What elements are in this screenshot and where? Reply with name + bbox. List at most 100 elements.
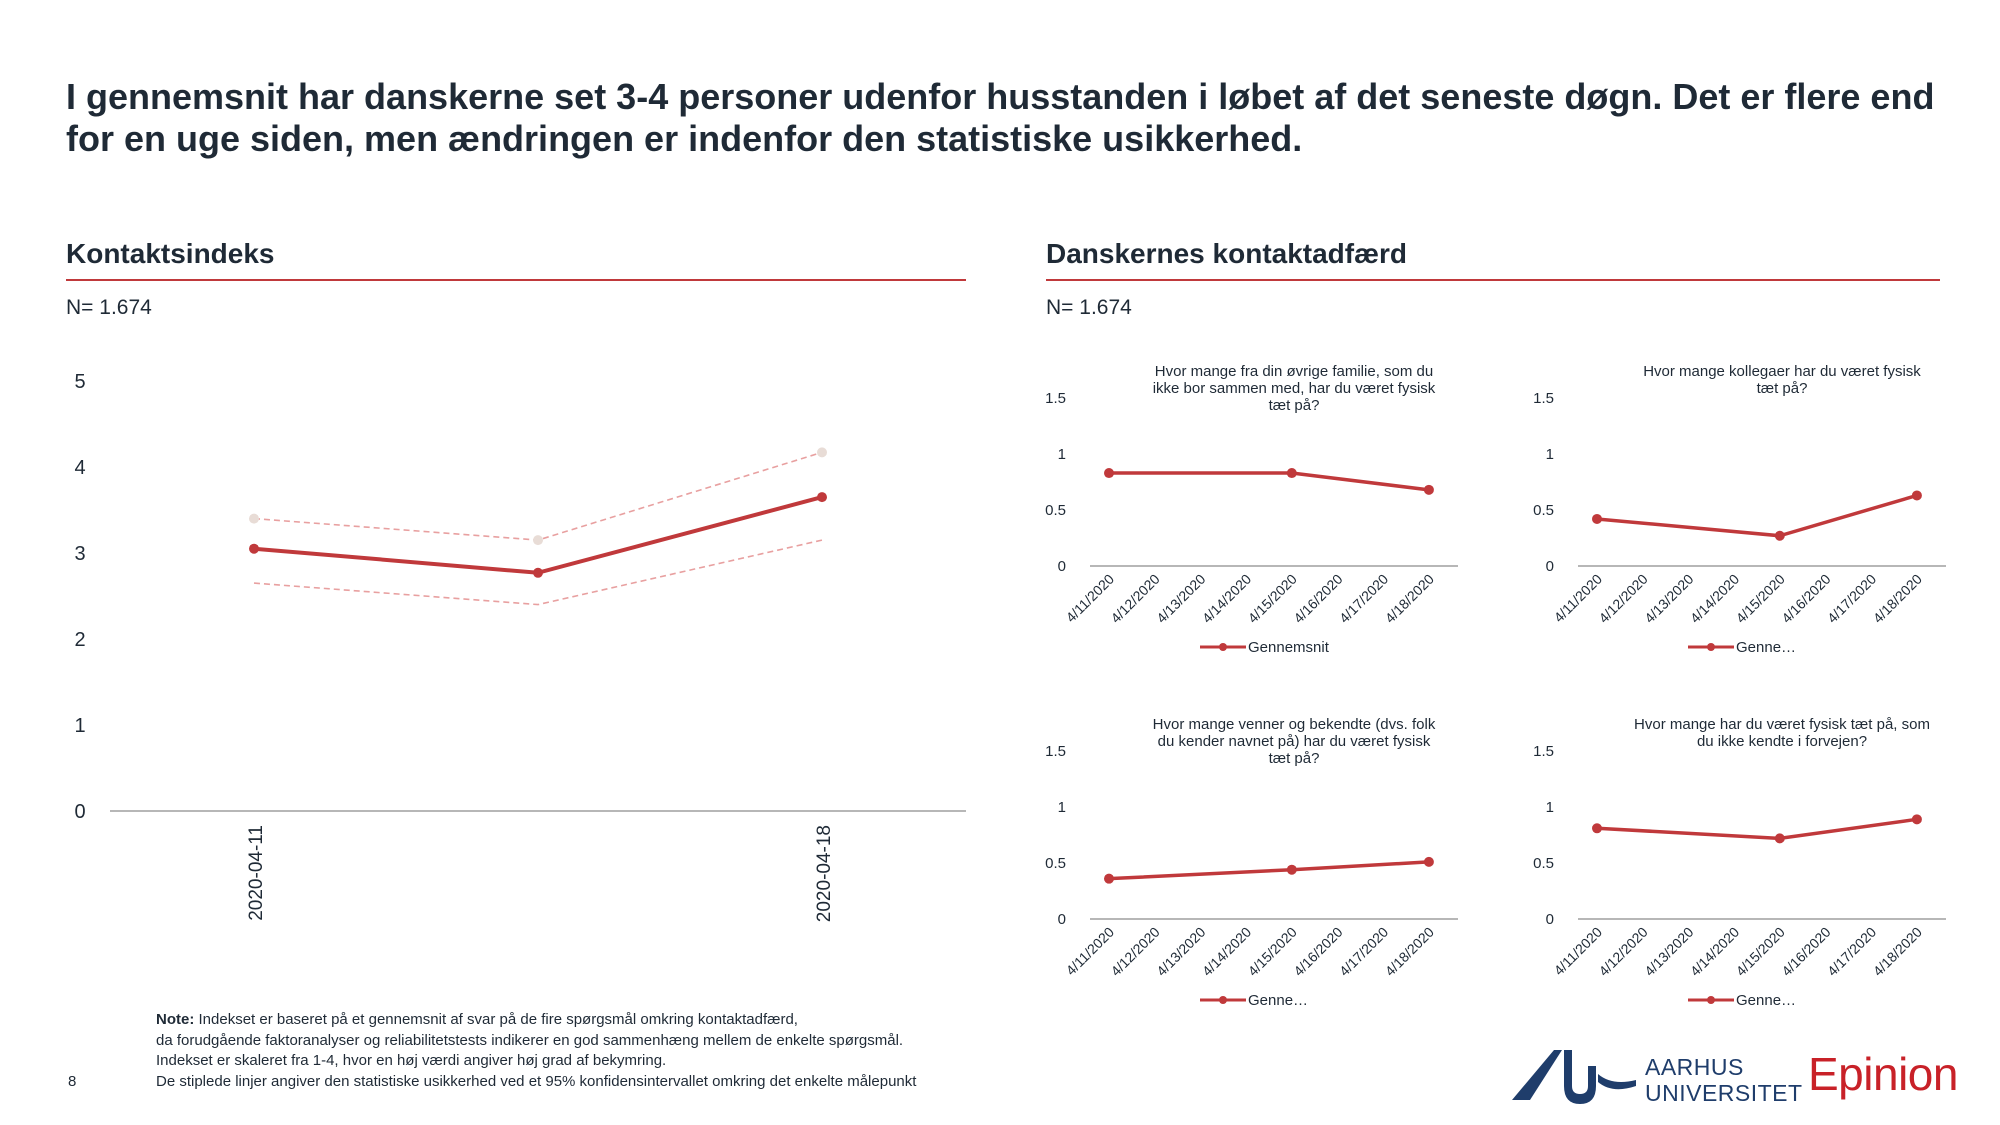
y-tick-label: 1 bbox=[1546, 446, 1554, 463]
y-tick-label: 3 bbox=[74, 543, 85, 565]
legend-marker bbox=[1219, 643, 1227, 651]
note-line-4: De stiplede linjer angiver den statistis… bbox=[156, 1072, 917, 1090]
index-series-line bbox=[253, 495, 823, 575]
au-line-1: AARHUS bbox=[1645, 1054, 1744, 1080]
x-tick-label: 4/18/2020 bbox=[1870, 924, 1926, 980]
x-tick-label: 4/15/2020 bbox=[1733, 924, 1789, 980]
chart-title-line: du kender navnet på) har du været fysisk bbox=[1158, 733, 1431, 750]
x-tick-label: 4/14/2020 bbox=[1687, 571, 1743, 627]
x-tick-label: 4/13/2020 bbox=[1153, 924, 1209, 980]
series-line bbox=[1108, 860, 1429, 881]
data-point bbox=[1592, 823, 1602, 834]
chart-title-line: tæt på? bbox=[1269, 750, 1320, 767]
index-data-point bbox=[249, 543, 259, 554]
chart-title-line: du ikke kendte i forvejen? bbox=[1697, 733, 1867, 750]
data-point bbox=[1286, 864, 1297, 875]
data-point bbox=[1104, 468, 1114, 479]
y-tick-label: 0.5 bbox=[1045, 855, 1066, 872]
x-tick-label: 4/13/2020 bbox=[1641, 924, 1697, 980]
upper-confidence-point bbox=[817, 447, 827, 458]
series-line bbox=[1596, 817, 1918, 841]
legend-label: Genne… bbox=[1736, 992, 1796, 1009]
y-tick-label: 0 bbox=[74, 801, 85, 823]
x-tick-label: 4/14/2020 bbox=[1687, 924, 1743, 980]
chart-title-line: Hvor mange har du været fysisk tæt på, s… bbox=[1634, 716, 1930, 733]
chart-title-line: Hvor mange venner og bekendte (dvs. folk bbox=[1153, 716, 1436, 733]
colleagues-contact-chart: Hvor mange kollegaer har du været fysisk… bbox=[1533, 363, 1946, 656]
y-tick-label: 0.5 bbox=[1533, 502, 1554, 519]
y-tick-label: 0 bbox=[1058, 558, 1066, 575]
au-line-2: UNIVERSITET bbox=[1645, 1080, 1803, 1106]
data-point bbox=[1911, 490, 1922, 501]
x-tick-label: 4/13/2020 bbox=[1641, 571, 1697, 627]
chart-title-line: tæt på? bbox=[1269, 397, 1320, 414]
index-data-point bbox=[533, 567, 543, 578]
note-line-2: da forudgående faktoranalyser og reliabi… bbox=[156, 1031, 904, 1049]
y-tick-label: 0 bbox=[1546, 558, 1554, 575]
y-tick-label: 1 bbox=[74, 715, 85, 737]
right-section-rule bbox=[1046, 279, 1940, 281]
x-tick-label: 4/12/2020 bbox=[1595, 571, 1651, 627]
x-tick-label: 4/12/2020 bbox=[1107, 924, 1163, 980]
data-point bbox=[1774, 833, 1785, 844]
y-tick-label: 1.5 bbox=[1533, 390, 1554, 407]
y-tick-label: 1.5 bbox=[1533, 743, 1554, 760]
note-line-3: Indekset er skaleret fra 1-4, hvor en hø… bbox=[156, 1052, 667, 1069]
y-tick-label: 1 bbox=[1546, 799, 1554, 816]
x-tick-label: 4/18/2020 bbox=[1382, 571, 1438, 627]
x-tick-label: 2020-04-18 bbox=[814, 825, 835, 922]
page-headline: I gennemsnit har danskerne set 3-4 perso… bbox=[66, 76, 1935, 159]
x-tick-label: 4/13/2020 bbox=[1153, 571, 1209, 627]
x-tick-label: 4/16/2020 bbox=[1290, 571, 1346, 627]
data-point bbox=[1911, 814, 1922, 825]
y-tick-label: 1 bbox=[1058, 446, 1066, 463]
chart-title-line: Hvor mange fra din øvrige familie, som d… bbox=[1155, 363, 1433, 380]
y-tick-label: 0.5 bbox=[1045, 502, 1066, 519]
data-point bbox=[1104, 873, 1114, 884]
lower-confidence-line bbox=[253, 539, 823, 606]
footnote: Note: Indekset er baseret på et gennemsn… bbox=[156, 1010, 916, 1092]
page-number: 8 bbox=[68, 1073, 77, 1090]
y-tick-label: 0.5 bbox=[1533, 855, 1554, 872]
x-tick-label: 4/16/2020 bbox=[1778, 924, 1834, 980]
x-tick-label: 4/12/2020 bbox=[1107, 571, 1163, 627]
left-section-rule bbox=[66, 279, 966, 281]
family-contact-chart: Hvor mange fra din øvrige familie, som d… bbox=[1045, 363, 1458, 656]
upper-confidence-point bbox=[249, 513, 259, 524]
upper-confidence-point bbox=[533, 535, 543, 546]
legend-marker bbox=[1707, 643, 1715, 651]
y-tick-label: 2 bbox=[74, 629, 85, 651]
y-tick-label: 1.5 bbox=[1045, 390, 1066, 407]
friends-contact-chart: Hvor mange venner og bekendte (dvs. folk… bbox=[1045, 716, 1458, 1009]
chart-title-line: ikke bor sammen med, har du været fysisk bbox=[1153, 380, 1436, 397]
legend-label: Genne… bbox=[1248, 992, 1308, 1009]
right-n-label: N= 1.674 bbox=[1046, 296, 1132, 319]
data-point bbox=[1423, 856, 1434, 867]
kontaktsindeks-chart: 0 1 2 3 4 5 2020-04-11 2020-04-18 bbox=[74, 371, 966, 922]
data-point bbox=[1423, 484, 1434, 495]
x-tick-label: 4/14/2020 bbox=[1199, 571, 1255, 627]
index-data-point bbox=[817, 492, 827, 503]
note-line-1: Indekset er baseret på et gennemsnit af … bbox=[194, 1011, 798, 1028]
y-tick-label: 0 bbox=[1058, 911, 1066, 928]
y-tick-label: 0 bbox=[1546, 911, 1554, 928]
data-point bbox=[1286, 468, 1297, 479]
note-label: Note: bbox=[156, 1011, 195, 1028]
x-tick-label: 4/14/2020 bbox=[1199, 924, 1255, 980]
left-section-title: Kontaktsindeks bbox=[66, 238, 275, 269]
x-tick-label: 4/16/2020 bbox=[1290, 924, 1346, 980]
data-point bbox=[1774, 530, 1785, 541]
x-tick-label: 2020-04-11 bbox=[246, 825, 267, 921]
data-point bbox=[1592, 513, 1602, 524]
aarhus-university-logo-icon bbox=[1512, 1050, 1636, 1104]
y-tick-label: 5 bbox=[74, 371, 85, 393]
y-tick-label: 4 bbox=[74, 457, 85, 479]
y-tick-label: 1 bbox=[1058, 799, 1066, 816]
chart-title-line: Hvor mange kollegaer har du været fysisk bbox=[1643, 363, 1921, 380]
x-tick-label: 4/15/2020 bbox=[1245, 571, 1301, 627]
y-tick-label: 1.5 bbox=[1045, 743, 1066, 760]
chart-title-line: tæt på? bbox=[1757, 380, 1808, 397]
aarhus-university-wordmark: AARHUS UNIVERSITET bbox=[1645, 1054, 1803, 1106]
x-tick-label: 4/17/2020 bbox=[1336, 924, 1392, 980]
epinion-logo: Epinion bbox=[1808, 1048, 1958, 1100]
